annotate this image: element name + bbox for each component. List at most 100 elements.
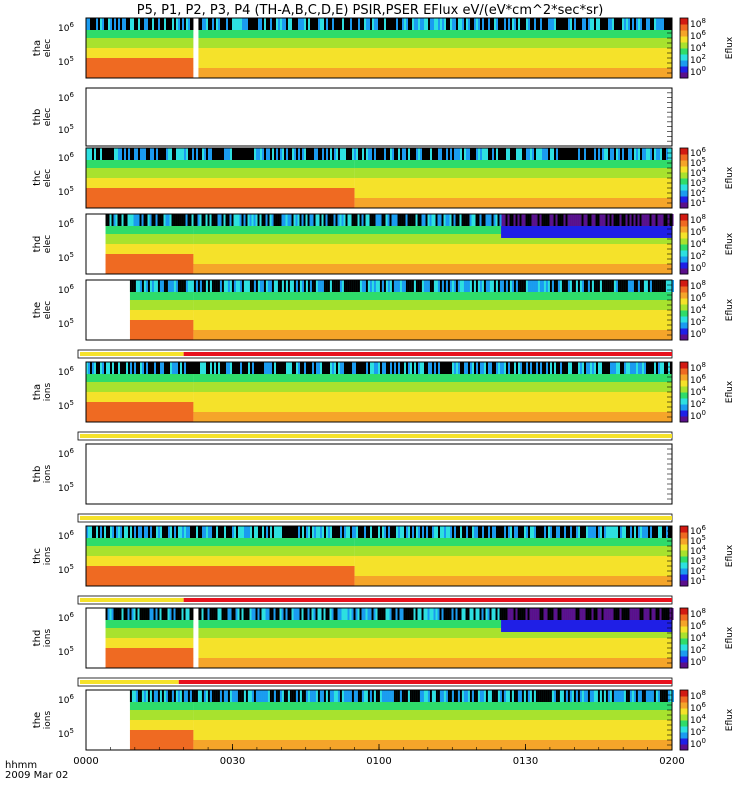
spectrogram-band (193, 28, 672, 39)
spectrogram-pixel (302, 362, 304, 374)
spectrogram-pixel (614, 18, 616, 30)
spectrogram-pixel (508, 362, 510, 374)
spectrogram-pixel (411, 608, 414, 620)
spectrogram-pixel (492, 148, 494, 160)
spectrogram-pixel (553, 280, 556, 292)
spectrogram-pixel (320, 362, 322, 374)
spectrogram-pixel (215, 280, 218, 292)
quality-bad-segment (183, 598, 672, 602)
spectrogram-band (129, 710, 194, 721)
spectrogram-pixel (227, 608, 230, 620)
panel-background (86, 444, 672, 504)
spectrogram-pixel (375, 214, 378, 226)
spectrogram-pixel (323, 214, 326, 226)
spectrogram-pixel (436, 526, 438, 538)
spectrogram-pixel (342, 148, 344, 160)
spectrogram-pixel (481, 214, 484, 226)
spectrogram-band (501, 226, 672, 238)
spectrogram-pixel (611, 214, 614, 226)
spectrogram-pixel (399, 690, 402, 702)
spectrogram-pixel (470, 18, 472, 30)
spectrogram-pixel (640, 362, 642, 374)
spectrogram-pixel (323, 690, 326, 702)
spectrogram-pixel (113, 608, 116, 620)
colorbar-segment (680, 262, 688, 269)
spectrogram-pixel (204, 18, 206, 30)
spectrogram-pixel (518, 526, 520, 538)
spectrogram-pixel (120, 526, 122, 538)
spectrogram-pixel (148, 526, 150, 538)
spectrogram-pixel (110, 18, 112, 30)
spectrogram-pixel (520, 362, 522, 374)
spectrogram-pixel (125, 214, 128, 226)
spectrogram-pixel (432, 148, 434, 160)
time-tick-label: 0200 (659, 756, 684, 767)
spectrogram-pixel (138, 18, 140, 30)
spectrogram-pixel (109, 214, 112, 226)
spectrogram-pixel (446, 148, 448, 160)
spectrogram-band (193, 48, 672, 59)
panel-label-species: elec (43, 39, 53, 58)
spectrogram-pixel (252, 18, 254, 30)
spectrogram-pixel (423, 690, 426, 702)
spectrogram-pixel (145, 690, 148, 702)
spectrogram-pixel (454, 526, 456, 538)
spectrogram-pixel (385, 690, 388, 702)
spectrogram-pixel (612, 362, 614, 374)
spectrogram-pixel (196, 362, 198, 374)
spectrogram-pixel (341, 280, 344, 292)
spectrogram-pixel (384, 148, 386, 160)
spectrogram-pixel (511, 214, 514, 226)
spectrogram-pixel (213, 608, 216, 620)
spectrogram-pixel (361, 280, 364, 292)
spectrogram-pixel (310, 18, 312, 30)
spectrogram-pixel (462, 148, 464, 160)
spectrogram-pixel (529, 214, 532, 226)
spectrogram-pixel (410, 18, 412, 30)
spectrogram-pixel (356, 526, 358, 538)
spectrogram-pixel (495, 280, 498, 292)
spectrogram-pixel (569, 690, 572, 702)
spectrogram-band (354, 168, 672, 179)
spectrogram-pixel (619, 280, 622, 292)
spectrogram-pixel (519, 280, 522, 292)
spectrogram-pixel (460, 362, 462, 374)
spectrogram-pixel (651, 608, 654, 620)
spectrogram-pixel (238, 526, 240, 538)
spectrogram-pixel (228, 362, 230, 374)
spectrogram-pixel (160, 526, 162, 538)
spectrogram-pixel (216, 18, 218, 30)
y-tick-label: 106 (58, 365, 74, 378)
spectrogram-pixel (102, 18, 104, 30)
spectrogram-band (354, 556, 672, 567)
spectrogram-pixel (536, 526, 538, 538)
spectrogram-pixel (306, 148, 308, 160)
spectrogram-pixel (540, 148, 542, 160)
spectrogram-pixel (508, 148, 510, 160)
panel-label-species: ions (43, 628, 53, 647)
spectrogram-pixel (547, 690, 550, 702)
spectrogram-pixel (282, 148, 284, 160)
spectrogram-band (129, 330, 194, 341)
spectrogram-pixel (401, 690, 404, 702)
spectrogram-pixel (247, 280, 250, 292)
spectrogram-pixel (608, 362, 610, 374)
spectrogram-pixel (96, 148, 98, 160)
colorbar-tick-label: 106 (690, 373, 706, 386)
spectrogram-pixel (266, 526, 268, 538)
spectrogram-pixel (161, 280, 164, 292)
spectrogram-pixel (397, 690, 400, 702)
spectrogram-pixel (114, 148, 116, 160)
spectrogram-pixel (613, 214, 616, 226)
spectrogram-pixel (430, 148, 432, 160)
spectrogram-band (193, 730, 672, 741)
spectrogram-pixel (167, 280, 170, 292)
spectrogram-pixel (418, 526, 420, 538)
spectrogram-pixel (540, 526, 542, 538)
spectrogram-pixel (492, 526, 494, 538)
spectrogram-pixel (420, 148, 422, 160)
spectrogram-pixel (591, 280, 594, 292)
spectrogram-pixel (479, 690, 482, 702)
spectrogram-pixel (654, 18, 656, 30)
spectrogram-pixel (371, 214, 374, 226)
